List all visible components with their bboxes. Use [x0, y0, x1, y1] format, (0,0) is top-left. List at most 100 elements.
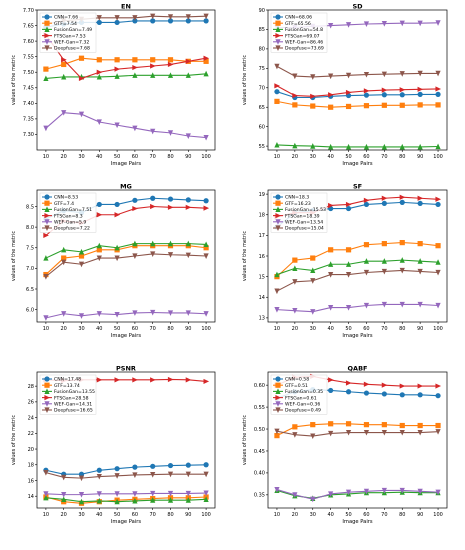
x-tick-label: 100: [201, 326, 211, 332]
data-point: [417, 422, 423, 429]
x-tick-label: 100: [201, 512, 211, 518]
data-point: [150, 203, 156, 210]
data-point: [292, 424, 298, 430]
data-point: [310, 103, 316, 109]
x-tick-label: 100: [433, 326, 443, 332]
x-axis-label: Image Pairs: [111, 519, 142, 525]
x-tick-label: 60: [363, 512, 369, 518]
data-point: [345, 247, 352, 253]
data-point: [78, 313, 85, 319]
x-tick-label: 50: [345, 154, 351, 160]
data-point: [345, 380, 352, 386]
x-tick-label: 60: [363, 326, 369, 332]
y-tick-label: 13: [259, 316, 265, 322]
data-point: [435, 422, 441, 429]
y-tick-label: 16: [28, 478, 34, 484]
data-point: [381, 241, 387, 247]
data-point: [96, 57, 102, 63]
legend-marker: [44, 200, 50, 206]
x-tick-label: 40: [327, 512, 333, 518]
legend-marker: [275, 219, 281, 225]
data-point: [78, 498, 85, 505]
series-1: [274, 98, 441, 110]
x-tick-label: 20: [61, 154, 67, 160]
data-point: [61, 61, 67, 68]
data-point: [203, 205, 210, 211]
series-line: [45, 112, 207, 139]
y-tick-label: 7.60: [23, 39, 34, 45]
legend-label: WEF-Gan=5.9: [54, 220, 86, 226]
data-point: [345, 429, 352, 436]
series-line: [276, 85, 439, 97]
data-point: [132, 18, 138, 24]
data-point: [167, 72, 174, 78]
data-point: [328, 491, 334, 497]
data-point: [345, 89, 352, 96]
y-axis-label: values of the metric: [11, 415, 17, 465]
legend-marker: [44, 382, 50, 388]
y-tick-label: 60: [259, 124, 265, 130]
data-point: [328, 92, 334, 98]
data-point: [328, 247, 334, 253]
plot-frame: [36, 9, 216, 151]
series-4: [274, 301, 441, 315]
series-line: [45, 253, 207, 278]
data-point: [363, 429, 370, 436]
data-point: [363, 242, 370, 248]
y-tick-label: 14: [28, 494, 34, 500]
data-point: [203, 241, 209, 248]
data-point: [78, 75, 85, 82]
series-line: [45, 496, 207, 504]
legend-marker: [44, 45, 50, 51]
data-point: [292, 279, 298, 285]
x-tick-label: 40: [96, 512, 102, 518]
x-tick-label: 40: [327, 326, 333, 332]
series-4: [43, 490, 209, 498]
data-point: [292, 142, 298, 149]
data-point: [203, 70, 209, 77]
data-point: [61, 259, 67, 266]
x-tick-label: 10: [43, 512, 49, 518]
x-tick-label: 60: [132, 512, 138, 518]
data-point: [132, 310, 138, 316]
data-point: [132, 197, 138, 203]
data-point: [61, 311, 67, 317]
y-tick-label: 28: [28, 384, 34, 390]
data-point: [167, 376, 174, 383]
data-point: [150, 13, 156, 20]
legend-label: FTSGan=0.61: [285, 395, 317, 401]
legend-marker: [44, 26, 50, 32]
series-5: [274, 428, 441, 440]
data-point: [150, 463, 156, 469]
data-point: [167, 196, 174, 202]
data-point: [435, 143, 441, 150]
chart-title: PSNR: [116, 365, 136, 373]
data-point: [150, 251, 156, 257]
legend-marker: [44, 206, 50, 212]
legend-label: WEF-Gan=86.46: [285, 40, 323, 46]
legend-marker: [275, 401, 281, 407]
data-point: [96, 377, 103, 383]
legend-label: FusionGan=7.51: [54, 207, 92, 213]
series-2: [274, 487, 441, 501]
legend-label: Deepfuse=16.65: [54, 408, 93, 414]
x-tick-label: 70: [381, 326, 387, 332]
data-point: [363, 269, 370, 276]
data-point: [114, 57, 120, 63]
x-tick-label: 30: [78, 154, 84, 160]
data-point: [381, 21, 387, 27]
chart-panel-sd: SD 10 20 30 40 50 60 70 80 90 100 55 60 65 70 75 80 85 90 I…: [242, 3, 448, 167]
data-point: [417, 429, 423, 436]
data-point: [114, 311, 120, 318]
series-1: [43, 55, 209, 72]
data-point: [363, 103, 370, 109]
data-point: [310, 496, 316, 503]
data-point: [274, 433, 280, 439]
legend-marker: [44, 213, 50, 219]
legend: CNN=18.3GTF=16.23FusionGan=15.53FTSGan=1…: [270, 192, 328, 233]
y-axis-label: values of the metric: [242, 55, 248, 105]
y-tick-label: 16: [259, 254, 265, 260]
data-point: [345, 205, 352, 212]
y-tick-label: 22: [28, 431, 34, 437]
x-tick-label: 90: [417, 154, 423, 160]
